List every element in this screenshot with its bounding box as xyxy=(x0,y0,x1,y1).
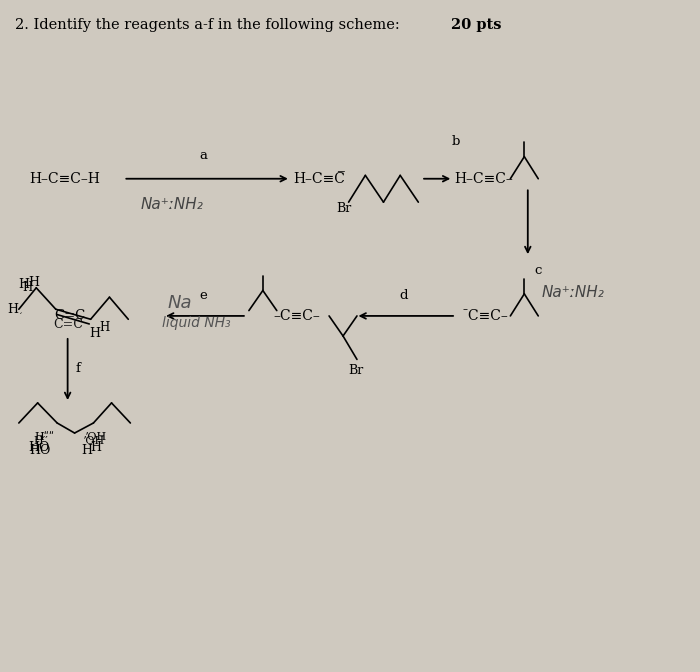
Text: Hʺʺ: Hʺʺ xyxy=(35,432,55,442)
Text: f: f xyxy=(76,362,81,374)
Text: ʼOH: ʼOH xyxy=(85,432,107,442)
Text: –C≡C–: –C≡C– xyxy=(273,309,320,323)
Text: H: H xyxy=(28,276,39,289)
Text: HO: HO xyxy=(28,441,49,454)
Text: 20 pts: 20 pts xyxy=(451,18,502,32)
Text: H: H xyxy=(18,278,29,291)
Text: b: b xyxy=(452,136,460,149)
Text: H–C≡C̅: H–C≡C̅ xyxy=(293,172,344,185)
Text: liquid NH₃: liquid NH₃ xyxy=(162,316,230,329)
Text: Br: Br xyxy=(336,202,351,215)
Text: H–C≡C–: H–C≡C– xyxy=(454,172,514,185)
Text: C=C: C=C xyxy=(54,318,83,331)
Text: ˊ: ˊ xyxy=(17,312,22,322)
Text: H: H xyxy=(82,444,92,458)
Text: H: H xyxy=(90,441,101,454)
Text: a: a xyxy=(199,149,208,162)
Text: HO: HO xyxy=(29,444,50,458)
Text: ʼOH: ʼOH xyxy=(83,436,105,446)
Text: H: H xyxy=(99,321,109,334)
Text: c: c xyxy=(535,264,542,277)
Text: Br: Br xyxy=(349,364,364,377)
Text: H: H xyxy=(90,327,100,339)
Text: H: H xyxy=(22,281,33,294)
Text: d: d xyxy=(400,290,408,302)
Text: Na: Na xyxy=(167,294,192,312)
Text: 2. Identify the reagents a-f in the following scheme:: 2. Identify the reagents a-f in the foll… xyxy=(15,18,400,32)
Text: Na⁺ːNH₂: Na⁺ːNH₂ xyxy=(542,285,605,300)
Text: ¯C≡C–: ¯C≡C– xyxy=(461,309,508,323)
Text: H′′: H′′ xyxy=(33,436,48,446)
Text: e: e xyxy=(199,290,207,302)
Text: C=C: C=C xyxy=(55,309,85,323)
Text: H: H xyxy=(7,302,18,316)
Text: H–C≡C–H: H–C≡C–H xyxy=(29,172,100,185)
Text: Na⁺ːNH₂: Na⁺ːNH₂ xyxy=(141,197,204,212)
